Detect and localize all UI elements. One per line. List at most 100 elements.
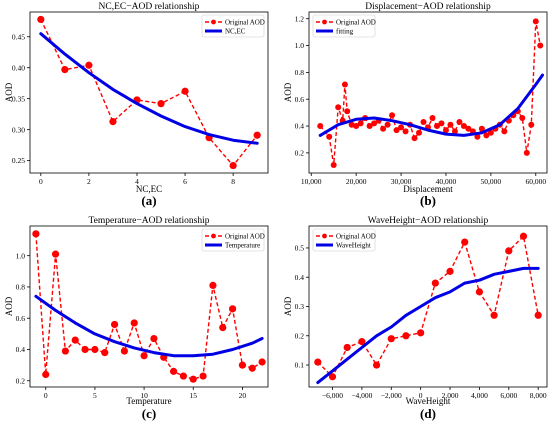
data-point: [474, 133, 481, 140]
data-point: [490, 311, 498, 319]
data-point: [353, 123, 360, 130]
data-point: [532, 18, 539, 25]
x-tick-label: 8,000: [530, 391, 547, 400]
x-tick-label: 20: [239, 391, 247, 400]
chart-panel-3: Temperature−AOD relationship 0 5 10 15 20 0.2 0…: [4, 216, 269, 421]
data-point: [461, 238, 469, 246]
legend-label: Temperature: [225, 242, 260, 250]
y-tick-label: 0.30: [12, 125, 25, 134]
data-point: [51, 250, 60, 258]
data-point: [451, 128, 458, 135]
data-point: [181, 87, 189, 95]
data-point: [420, 119, 427, 126]
legend-label: NC,EC: [225, 28, 246, 36]
original-aod-line: [317, 234, 539, 378]
data-point: [483, 132, 490, 139]
data-point: [130, 319, 138, 327]
data-point: [429, 114, 436, 121]
y-tick-label: 0.6: [295, 95, 305, 104]
y-tick-label: 0.2: [295, 148, 305, 157]
data-point: [438, 120, 445, 127]
y-tick-label: 0.2: [295, 331, 305, 340]
data-point: [32, 230, 40, 238]
legend-label: Original AOD: [336, 19, 376, 27]
data-point: [85, 61, 93, 69]
y-tick-label: 0.8: [295, 68, 305, 77]
x-axis-label: WaveHeight: [406, 396, 451, 406]
legend-swatch-marker: [211, 233, 216, 239]
x-tick-label: 0: [39, 177, 43, 186]
legend-label: fitting: [336, 28, 354, 36]
data-point: [442, 127, 449, 134]
panel-label: (b): [420, 193, 436, 208]
data-point: [446, 267, 454, 275]
data-point: [150, 334, 158, 343]
x-tick-label: 2,000: [442, 391, 459, 400]
data-point: [433, 123, 440, 130]
chart-title: NC,EC−AOD relationship: [99, 2, 200, 12]
legend-swatch-marker: [322, 233, 327, 239]
data-point: [61, 65, 69, 74]
fit-line: [39, 32, 259, 145]
data-point: [389, 112, 396, 119]
x-tick-label: 5: [93, 391, 97, 400]
x-axis-label: Displacement: [403, 184, 453, 194]
data-point: [501, 128, 508, 135]
fit-line: [318, 73, 544, 137]
y-tick-label: 1.0: [16, 251, 26, 260]
y-tick-label: 0.35: [12, 94, 25, 103]
chart-panel-1: NC,EC−AOD relationship 0 2 4 6 8 0.25 0.30 0.35 0…: [4, 2, 269, 208]
x-tick-label: −6,000: [322, 391, 343, 400]
legend-swatch-marker: [211, 19, 216, 25]
x-tick-label: 8: [231, 177, 235, 186]
data-point: [110, 320, 119, 329]
data-point: [416, 129, 423, 136]
data-point: [384, 121, 391, 128]
data-point: [109, 118, 117, 126]
x-tick-label: 0: [419, 391, 423, 400]
data-point: [209, 281, 217, 289]
y-tick-label: 0.8: [16, 283, 26, 292]
fit-line: [316, 266, 540, 385]
x-tick-label: 30,000: [391, 177, 412, 186]
y-tick-label: 0.3: [295, 302, 305, 311]
x-tick-label: 4,000: [471, 391, 488, 400]
x-tick-label: 4: [135, 177, 139, 186]
data-point: [537, 42, 544, 49]
data-point: [140, 352, 148, 360]
data-point: [402, 128, 409, 135]
legend-label: WaveHeight: [336, 242, 371, 250]
data-point: [487, 129, 494, 136]
data-point: [357, 120, 364, 127]
chart-title: WaveHeight−AOD relationship: [368, 216, 489, 226]
data-point: [101, 349, 109, 357]
data-point: [81, 345, 89, 354]
legend-label: Original AOD: [225, 233, 265, 241]
data-point: [157, 100, 165, 108]
x-tick-label: 15: [190, 391, 198, 400]
x-tick-label: 6,000: [500, 391, 517, 400]
x-axis-label: Temperature: [126, 396, 171, 406]
y-tick-label: 0.25: [12, 156, 25, 165]
data-point: [37, 15, 45, 24]
data-point: [505, 247, 513, 255]
data-point: [402, 332, 410, 340]
data-point: [372, 361, 381, 369]
data-point: [478, 125, 485, 132]
data-point: [335, 104, 342, 111]
y-axis-label: AOD: [283, 296, 293, 316]
data-point: [91, 345, 99, 354]
data-point: [341, 81, 348, 88]
data-point: [328, 373, 337, 381]
plot-frame: [29, 11, 269, 174]
x-tick-label: 0: [44, 391, 48, 400]
panel-label: (c): [142, 406, 156, 421]
x-tick-label: 10: [140, 391, 148, 400]
data-point: [519, 114, 526, 121]
data-point: [169, 367, 178, 375]
data-point: [447, 121, 454, 128]
x-tick-label: 40,000: [436, 177, 457, 186]
chart-title: Temperature−AOD relationship: [88, 216, 209, 226]
x-axis-label: NC,EC: [136, 184, 162, 194]
y-tick-label: 0.4: [295, 273, 305, 282]
